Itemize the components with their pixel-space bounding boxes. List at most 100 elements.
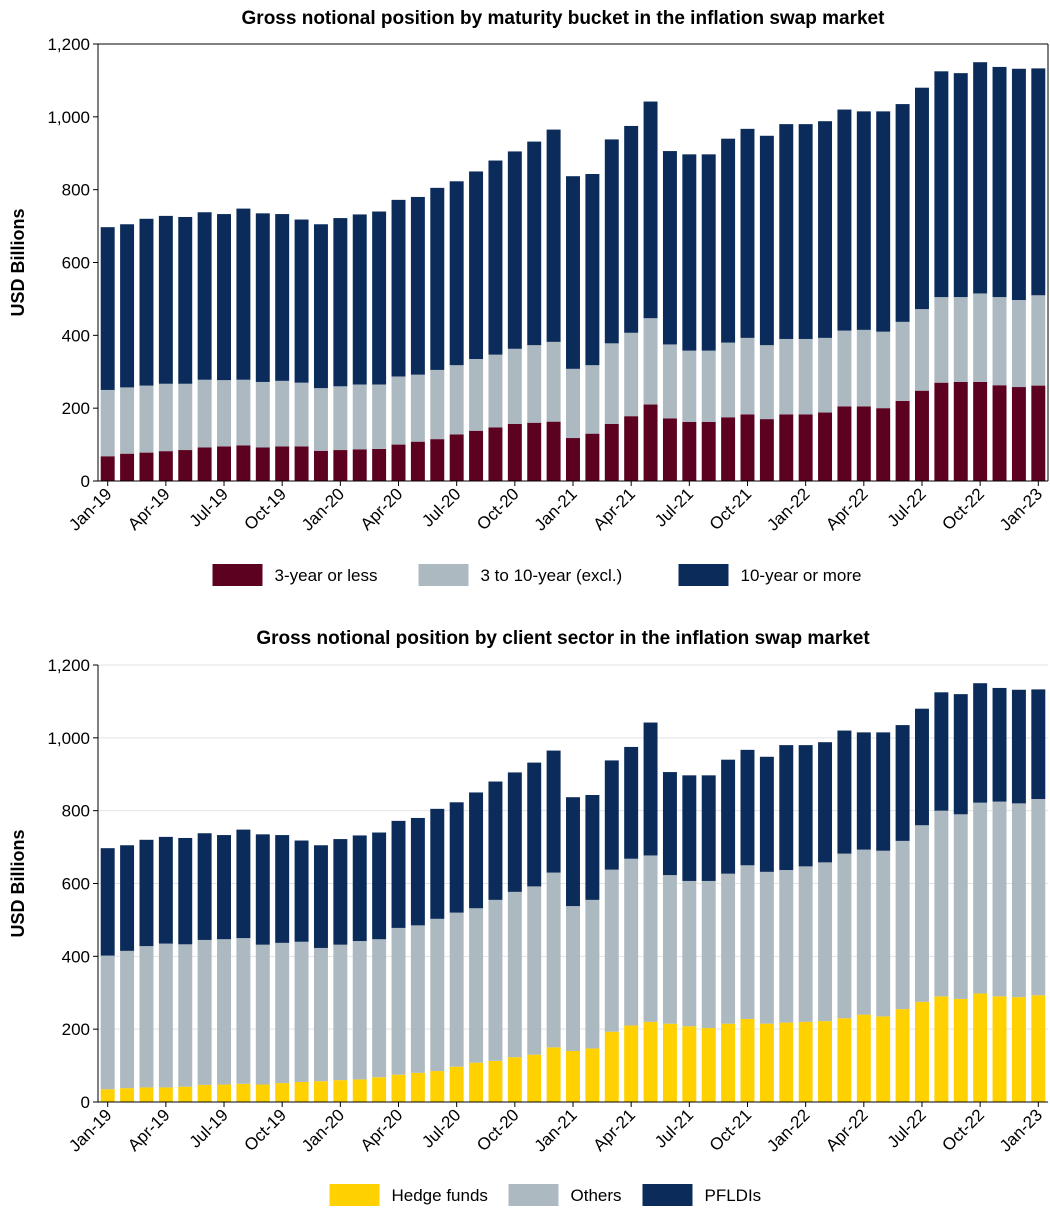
bar-segment <box>682 154 697 351</box>
bar-segment <box>643 722 658 856</box>
bar-segment <box>507 423 522 481</box>
bar-segment <box>120 1088 135 1102</box>
bar-segment <box>624 746 639 859</box>
y-tick-label: 1,200 <box>47 35 90 54</box>
bar-segment <box>313 947 328 1082</box>
bar-segment <box>721 417 736 481</box>
bar-segment <box>120 950 135 1089</box>
bar-segment <box>410 196 425 375</box>
bar-segment <box>352 941 367 1080</box>
bar-segment <box>507 151 522 349</box>
bar-segment <box>449 912 464 1067</box>
legend-swatch <box>508 1184 559 1206</box>
x-tick-label: Jul-22 <box>884 484 930 530</box>
bar-segment <box>527 762 542 887</box>
bar-segment <box>992 297 1007 386</box>
bar-segment <box>798 866 813 1022</box>
bar-segment <box>410 1072 425 1102</box>
bar-segment <box>818 121 833 338</box>
bar-segment <box>430 808 445 919</box>
bar-segment <box>488 160 503 355</box>
bar-segment <box>178 1086 193 1102</box>
bar-segment <box>662 344 677 419</box>
bar-segment <box>779 124 794 339</box>
bar-segment <box>236 445 251 481</box>
y-tick-label: 800 <box>62 802 90 821</box>
bar-segment <box>100 227 115 390</box>
bar-segment <box>139 452 154 481</box>
bar-segment <box>1011 387 1026 481</box>
bar-segment <box>779 745 794 871</box>
bar-segment <box>973 993 988 1102</box>
x-tick-label: Oct-21 <box>706 1105 756 1155</box>
bar-segment <box>566 438 580 481</box>
bar-segment <box>953 73 968 298</box>
bar-segment <box>313 845 328 948</box>
bar-segment <box>973 293 988 382</box>
bar-segment <box>158 215 173 384</box>
x-tick-label: Jul-20 <box>418 1105 464 1151</box>
bar-segment <box>236 1083 251 1102</box>
bar-segment <box>372 384 387 449</box>
bar-segment <box>759 1023 774 1102</box>
bar-segment <box>566 906 580 1052</box>
bar-segment <box>255 1084 270 1102</box>
bar-segment <box>682 1026 697 1102</box>
bar-segment <box>779 1022 794 1102</box>
x-tick-label: Jul-19 <box>186 484 232 530</box>
bar-segment <box>856 1014 871 1102</box>
bar-segment <box>488 354 503 428</box>
legend-swatch <box>329 1184 380 1206</box>
bar-segment <box>934 382 949 481</box>
bar-segment <box>604 343 619 424</box>
bar-segment <box>120 845 135 951</box>
bar-segment <box>139 218 154 386</box>
bar-segment <box>236 829 251 939</box>
bar-segment <box>682 775 697 881</box>
bar-segment <box>643 855 658 1022</box>
bar-segment <box>430 918 445 1072</box>
bar-segment <box>934 996 949 1102</box>
bar-segment <box>1011 689 1026 804</box>
bar-segment <box>915 390 929 481</box>
bar-segment <box>197 212 212 380</box>
y-tick-label: 1,000 <box>47 729 90 748</box>
bar-segment <box>488 781 503 900</box>
bar-segment <box>236 938 251 1084</box>
bar-segment <box>294 446 309 481</box>
bar-segment <box>139 839 154 947</box>
bar-segment <box>759 419 774 481</box>
bar-segment <box>662 772 677 876</box>
bar-segment <box>178 944 193 1087</box>
bar-segment <box>701 350 716 423</box>
bar-segment <box>1011 68 1026 301</box>
legend-label: 3 to 10-year (excl.) <box>481 566 623 585</box>
bar-segment <box>275 214 290 381</box>
y-tick-label: 600 <box>62 254 90 273</box>
bar-segment <box>895 725 910 841</box>
bar-segment <box>624 1025 639 1102</box>
x-tick-label: Jul-21 <box>651 484 697 530</box>
x-tick-label: Apr-20 <box>357 484 407 534</box>
bar-segment <box>372 1077 387 1102</box>
bar-segment <box>430 439 445 481</box>
bar-segment <box>469 1062 484 1102</box>
bar-segment <box>856 111 871 330</box>
bar-segment <box>1031 385 1046 481</box>
bar-segment <box>197 833 212 940</box>
bar-segment <box>740 749 755 866</box>
bar-segment <box>566 797 580 907</box>
bar-segment <box>1031 68 1046 296</box>
bar-segment <box>798 414 813 481</box>
bar-segment <box>1031 689 1046 800</box>
bar-segment <box>488 899 503 1061</box>
bar-segment <box>973 802 988 994</box>
bar-segment <box>372 448 387 481</box>
bar-segment <box>701 154 716 351</box>
bar-segment <box>992 687 1007 802</box>
bar-segment <box>236 379 251 446</box>
bar-segment <box>973 683 988 803</box>
bar-segment <box>391 199 406 377</box>
bar-segment <box>992 801 1007 997</box>
bar-segment <box>391 927 406 1075</box>
